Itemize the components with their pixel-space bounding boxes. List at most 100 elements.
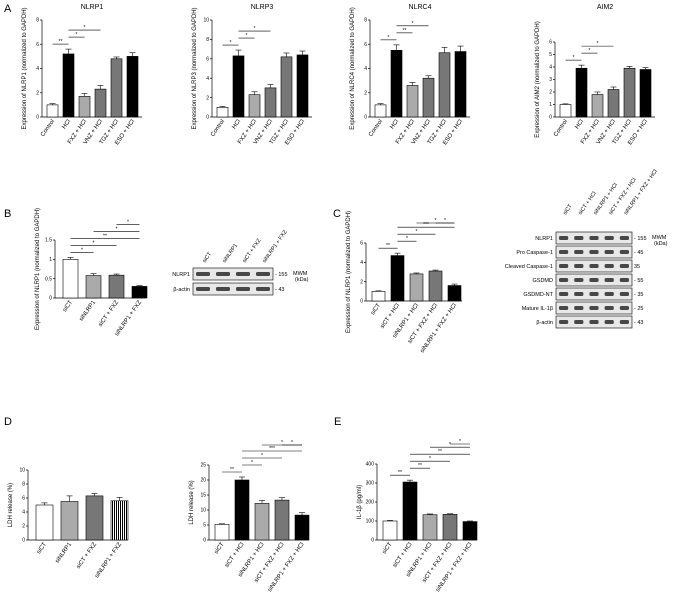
blot-band (559, 292, 569, 296)
y-tick-label: 8 (206, 37, 209, 43)
bar (35, 504, 54, 541)
y-tick-label: 4 (360, 260, 363, 266)
blot-marker: 35 (634, 264, 640, 270)
y-tick-label: 20 (200, 478, 206, 484)
blot-band (559, 278, 569, 282)
blot-row-label: NLRP1 (535, 236, 553, 242)
blot-strip (192, 282, 274, 296)
y-tick-label: 0.5 (45, 276, 52, 282)
x-tick-label: siNLRP1 + FXZ + HCl (267, 542, 306, 594)
blot-band (619, 250, 629, 254)
bar (438, 52, 451, 118)
bar (60, 501, 79, 541)
blot-marker: - 45 (634, 250, 643, 256)
bar (46, 104, 59, 118)
y-tick-label: 25 (200, 463, 206, 469)
blot-marker: - 43 (634, 320, 643, 326)
y-tick-label: 0 (549, 115, 552, 121)
y-tick-label: 2 (360, 279, 363, 285)
blot-band (559, 264, 569, 268)
x-tick-label: siNLRP1 + FXZ + HCl (420, 303, 459, 355)
y-tick-label: 4 (549, 65, 552, 71)
y-tick-label: 10 (19, 468, 25, 474)
bar (62, 259, 79, 299)
y-tick-label: 8 (36, 18, 39, 24)
bar (85, 275, 102, 299)
significance-marker: * (388, 35, 390, 41)
significance-marker: * (261, 453, 263, 459)
blot-kda-label: (kDa) (295, 277, 309, 283)
y-tick-label: 1.5 (45, 238, 52, 244)
blot-b: siCT siNLRP1 siCT + FXZ siNLRP1 + FXZ NLRP1 -… (172, 229, 309, 296)
significance-marker: * (81, 247, 83, 253)
blot-band (559, 306, 569, 310)
significance-marker: ** (438, 449, 442, 455)
bar (94, 88, 107, 118)
chart-c: 0 2 4 6 Expression of NLRP1 (normalized to G… (346, 211, 462, 354)
blot-band (619, 306, 629, 310)
bar (264, 87, 277, 118)
bar (274, 499, 290, 541)
bar (390, 255, 405, 302)
significance-marker: * (254, 26, 256, 32)
y-axis-label: LDH release (%) (189, 480, 195, 524)
y-tick-label: 0 (364, 115, 367, 121)
x-tick-label: HCl (389, 119, 400, 131)
x-tick-label: siCT + HCl (224, 542, 246, 569)
significance-marker: * (93, 240, 95, 246)
chart-a3: 0 2 4 6 8 NLRC4 Expression of NLRC4 (normalize… (350, 4, 470, 146)
blot-mwm-label: MWM (293, 271, 308, 277)
blot-band (574, 320, 584, 324)
y-tick-label: 3 (549, 77, 552, 83)
bar (131, 286, 148, 299)
significance-marker: * (573, 55, 575, 61)
x-tick-label: siCT + FXZ (98, 299, 121, 328)
bar (248, 94, 261, 118)
blot-marker: - 55 (634, 278, 643, 284)
bar (254, 503, 270, 541)
bar (234, 479, 250, 541)
x-tick-label: HCl (61, 119, 72, 131)
blot-marker: - 155 (275, 272, 288, 278)
significance-marker: *** (423, 222, 429, 228)
significance-marker: * (429, 456, 431, 462)
bar (110, 58, 123, 118)
blot-band (574, 306, 584, 310)
blot-marker: - 35 (634, 292, 643, 298)
y-axis-label: Expression of NLRC4 (normalized to GAPDH… (350, 7, 356, 129)
bar (623, 67, 636, 118)
blot-band (574, 292, 584, 296)
blot-band (559, 236, 569, 240)
significance-marker: * (435, 218, 437, 224)
bar (108, 274, 125, 299)
bar (216, 107, 229, 118)
significance-marker: * (449, 442, 451, 448)
x-tick-label: siNLRP1 (55, 541, 74, 564)
bar (447, 285, 462, 302)
panel-label-c: C (333, 208, 341, 220)
bar (294, 514, 310, 541)
x-tick-label: siCT (214, 541, 226, 555)
blot-row-label: GSDMD (533, 278, 554, 284)
blot-band (559, 320, 569, 324)
blot-band (619, 292, 629, 296)
y-tick-label: 4 (22, 510, 25, 516)
bar (78, 96, 91, 118)
y-axis-label: Expression of NLRP1 (normalized to GAPDH… (35, 208, 41, 330)
significance-marker: * (459, 439, 461, 445)
x-tick-label: Control (553, 119, 569, 138)
significance-marker: ** (398, 470, 402, 476)
significance-marker: * (597, 41, 599, 47)
blot-band (196, 287, 210, 291)
panel-label-e: E (334, 416, 341, 428)
y-tick-label: 4 (206, 76, 209, 82)
y-tick-label: 6 (360, 241, 363, 247)
y-tick-label: 2 (364, 90, 367, 96)
blot-band (604, 320, 614, 324)
significance-marker: * (291, 440, 293, 446)
bar (85, 495, 104, 541)
blot-band (589, 264, 599, 268)
significance-marker: ** (418, 463, 422, 469)
y-axis-label: IL-1β (pg/ml) (357, 485, 363, 519)
